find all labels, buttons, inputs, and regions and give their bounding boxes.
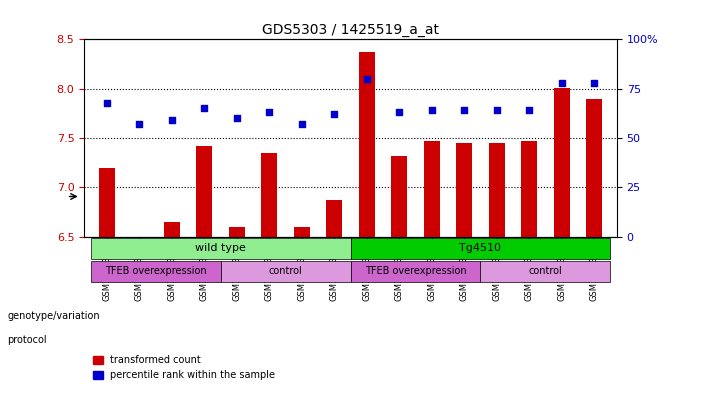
Point: [296, 121, 307, 127]
FancyBboxPatch shape: [350, 261, 480, 282]
Bar: [350, 39, 383, 237]
Bar: [391, 156, 407, 237]
Text: control: control: [268, 266, 302, 276]
Bar: [489, 143, 505, 237]
Bar: [164, 222, 180, 237]
Text: Tg4510: Tg4510: [459, 243, 501, 253]
Point: [101, 99, 112, 106]
FancyBboxPatch shape: [90, 238, 350, 259]
Bar: [383, 39, 416, 237]
Point: [198, 105, 210, 112]
Bar: [229, 227, 245, 237]
Bar: [261, 153, 278, 237]
Bar: [294, 227, 310, 237]
Bar: [285, 39, 318, 237]
Bar: [423, 141, 440, 237]
Bar: [188, 39, 221, 237]
Bar: [521, 141, 537, 237]
Point: [491, 107, 503, 114]
Point: [556, 80, 567, 86]
Point: [231, 115, 243, 121]
Bar: [123, 39, 156, 237]
Bar: [90, 39, 123, 237]
FancyBboxPatch shape: [90, 261, 221, 282]
Bar: [359, 52, 375, 237]
Point: [361, 76, 372, 82]
FancyBboxPatch shape: [350, 238, 611, 259]
Bar: [196, 146, 212, 237]
Bar: [326, 200, 342, 237]
Point: [264, 109, 275, 116]
Point: [426, 107, 437, 114]
Legend: transformed count, percentile rank within the sample: transformed count, percentile rank withi…: [89, 352, 279, 384]
Point: [166, 117, 177, 123]
Bar: [318, 39, 350, 237]
Title: GDS5303 / 1425519_a_at: GDS5303 / 1425519_a_at: [262, 23, 439, 37]
FancyBboxPatch shape: [221, 261, 350, 282]
Bar: [156, 39, 188, 237]
Bar: [578, 39, 611, 237]
Text: TFEB overexpression: TFEB overexpression: [104, 266, 206, 276]
Bar: [221, 39, 253, 237]
Point: [589, 80, 600, 86]
Bar: [480, 39, 513, 237]
Bar: [586, 99, 602, 237]
Bar: [554, 88, 570, 237]
Text: protocol: protocol: [7, 335, 47, 345]
Bar: [253, 39, 285, 237]
Bar: [448, 39, 480, 237]
Point: [458, 107, 470, 114]
Point: [524, 107, 535, 114]
Text: genotype/variation: genotype/variation: [7, 311, 100, 321]
Bar: [545, 39, 578, 237]
Bar: [99, 168, 115, 237]
Bar: [513, 39, 545, 237]
Point: [134, 121, 145, 127]
Bar: [456, 143, 472, 237]
Bar: [416, 39, 448, 237]
Point: [394, 109, 405, 116]
FancyBboxPatch shape: [480, 261, 611, 282]
Point: [329, 111, 340, 118]
Text: control: control: [529, 266, 562, 276]
Text: TFEB overexpression: TFEB overexpression: [365, 266, 466, 276]
Text: wild type: wild type: [195, 243, 246, 253]
